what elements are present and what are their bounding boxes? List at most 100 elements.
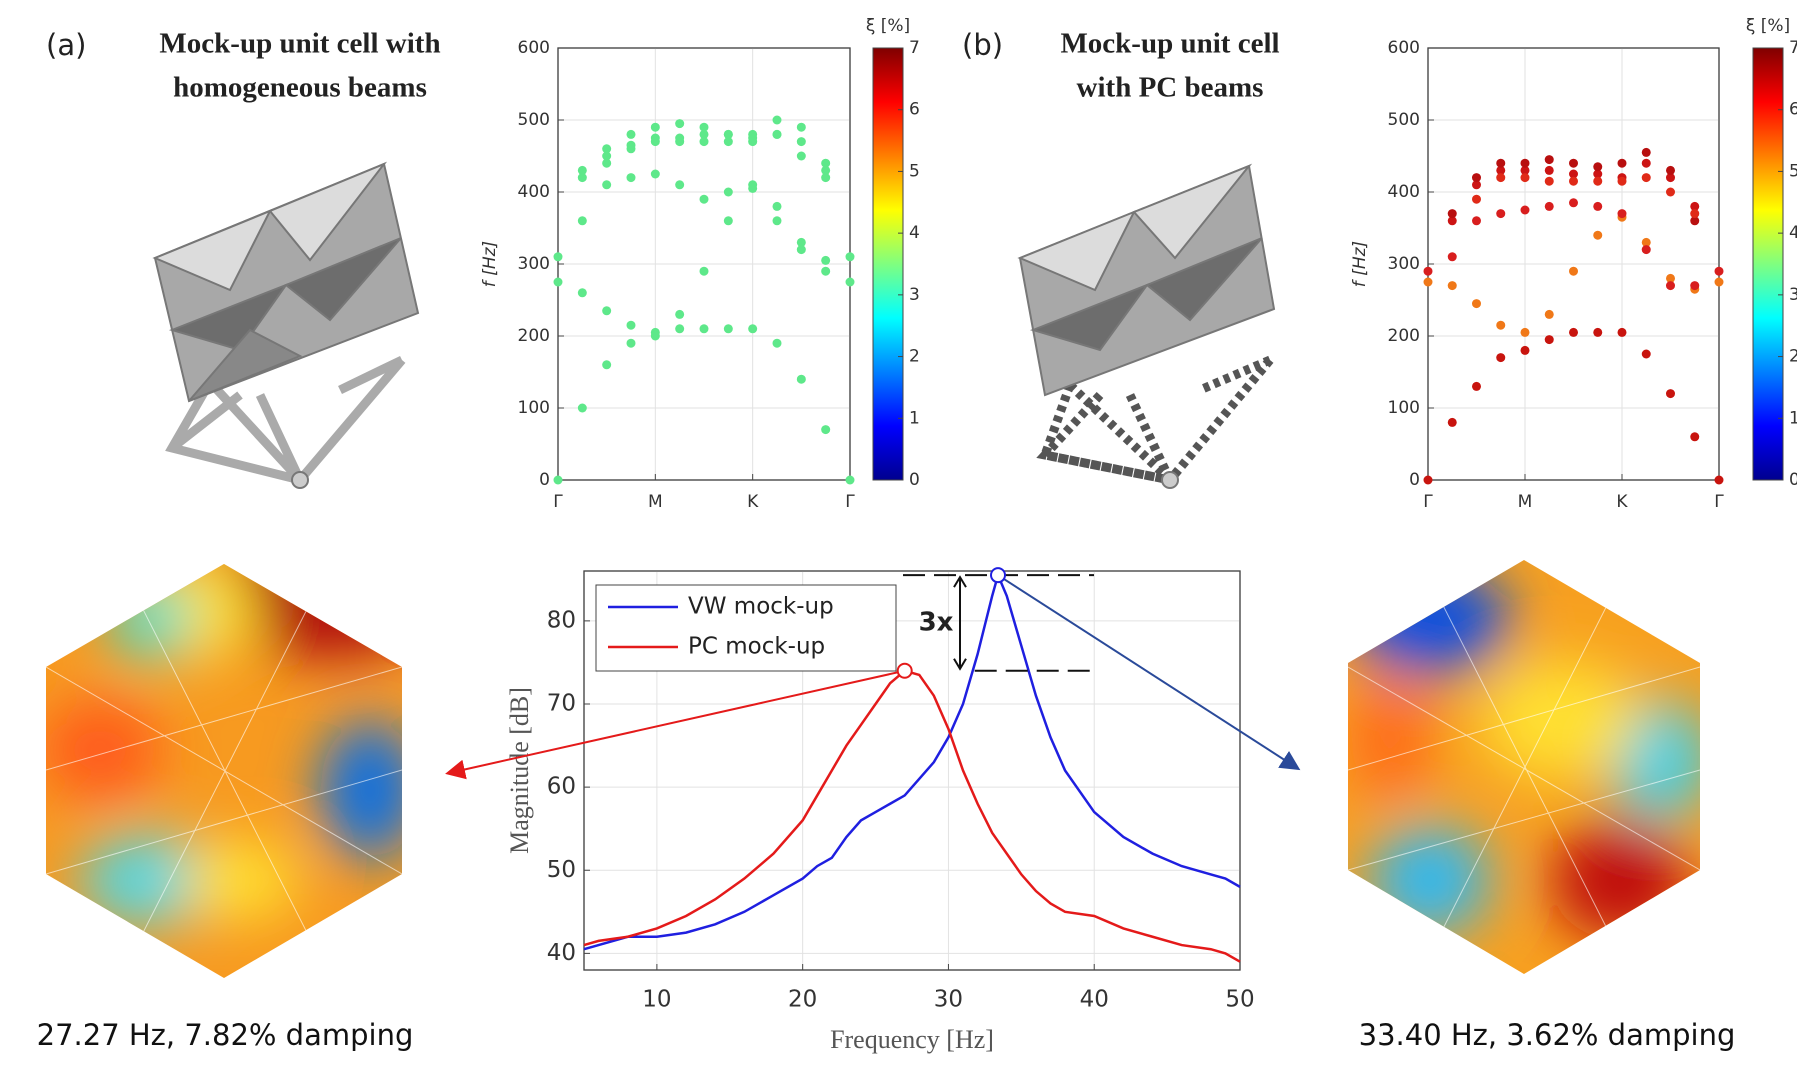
point (1666, 166, 1675, 175)
y-tick-label: 300 (518, 254, 550, 274)
point (1521, 159, 1530, 168)
point (1472, 195, 1481, 204)
y-tick-label: 70 (547, 691, 576, 717)
point (700, 195, 709, 204)
point (700, 267, 709, 276)
point (1618, 328, 1627, 337)
point (773, 339, 782, 348)
point (554, 278, 563, 287)
unit-cell-b (1020, 166, 1274, 488)
colorbar-tick-label: 7 (1789, 38, 1797, 58)
point (1593, 328, 1602, 337)
y-axis-label: Magnitude [dB] (505, 687, 534, 854)
figure: (a) Mock-up unit cell with homogeneous b… (0, 0, 1797, 1083)
point (1569, 198, 1578, 207)
x-tick-label: 10 (642, 987, 671, 1013)
y-tick-label: 300 (1388, 254, 1420, 274)
point (627, 173, 636, 182)
y-axis-label: f [Hz] (1350, 241, 1370, 287)
colorbar (1753, 48, 1783, 480)
point (1521, 206, 1530, 215)
colorbar-tick-label: 4 (909, 223, 920, 243)
point (1666, 389, 1675, 398)
point (1690, 281, 1699, 290)
point (821, 159, 830, 168)
point (1424, 278, 1433, 287)
point (1448, 209, 1457, 218)
point (748, 137, 757, 146)
point (846, 476, 855, 485)
point (1521, 173, 1530, 182)
annotation: 3x (919, 607, 954, 637)
point (1496, 173, 1505, 182)
point (1642, 350, 1651, 359)
point (1472, 299, 1481, 308)
y-tick-label: 40 (547, 940, 576, 966)
point (1496, 159, 1505, 168)
y-tick-label: 200 (518, 326, 550, 346)
panel-label: (a) (46, 28, 86, 62)
point (578, 216, 587, 225)
y-tick-label: 600 (518, 38, 550, 58)
point (1715, 267, 1724, 276)
x-tick-label: Γ (1423, 492, 1433, 512)
caption: 27.27 Hz, 7.82% damping (37, 1018, 414, 1052)
mode-shape-b (1340, 555, 1710, 975)
point (1666, 281, 1675, 290)
point (578, 404, 587, 413)
x-axis-label: Frequency [Hz] (830, 1025, 994, 1054)
point (578, 288, 587, 297)
colorbar-tick-label: 5 (909, 161, 920, 181)
x-tick-label: Γ (1714, 492, 1724, 512)
point (578, 173, 587, 182)
legend-label: PC mock-up (688, 634, 825, 660)
point (797, 123, 806, 132)
point (554, 252, 563, 261)
point (773, 116, 782, 125)
point (1666, 188, 1675, 197)
point (1545, 155, 1554, 164)
point (1593, 231, 1602, 240)
point (675, 119, 684, 128)
colorbar-label: ξ [%] (866, 16, 910, 36)
colorbar (873, 48, 903, 480)
panel-title: Mock-up unit cell (1060, 28, 1279, 60)
point (773, 216, 782, 225)
point (675, 324, 684, 333)
point (821, 425, 830, 434)
point (1521, 346, 1530, 355)
point (651, 170, 660, 179)
y-tick-label: 80 (547, 607, 576, 633)
x-tick-label: 40 (1080, 987, 1109, 1013)
point (821, 256, 830, 265)
y-tick-label: 50 (547, 857, 576, 883)
x-tick-label: 50 (1225, 987, 1254, 1013)
y-tick-label: 100 (1388, 398, 1420, 418)
colorbar-tick-label: 1 (1789, 408, 1797, 428)
point (724, 324, 733, 333)
point (1545, 166, 1554, 175)
point (1448, 418, 1457, 427)
point (1521, 328, 1530, 337)
colorbar-tick-label: 0 (1789, 470, 1797, 490)
y-tick-label: 60 (547, 774, 576, 800)
point (1424, 267, 1433, 276)
point (773, 202, 782, 211)
x-tick-label: Γ (845, 492, 855, 512)
colorbar-tick-label: 0 (909, 470, 920, 490)
point (675, 137, 684, 146)
point (797, 152, 806, 161)
colorbar-tick-label: 6 (909, 100, 920, 120)
point (1715, 278, 1724, 287)
peak-marker (991, 568, 1005, 582)
x-tick-label: Γ (553, 492, 563, 512)
point (1593, 177, 1602, 186)
point (1496, 353, 1505, 362)
y-tick-label: 600 (1388, 38, 1420, 58)
point (1593, 162, 1602, 171)
panel-title: with PC beams (1077, 72, 1264, 104)
point (1715, 476, 1724, 485)
point (1472, 173, 1481, 182)
colorbar-tick-label: 6 (1789, 100, 1797, 120)
point (554, 476, 563, 485)
